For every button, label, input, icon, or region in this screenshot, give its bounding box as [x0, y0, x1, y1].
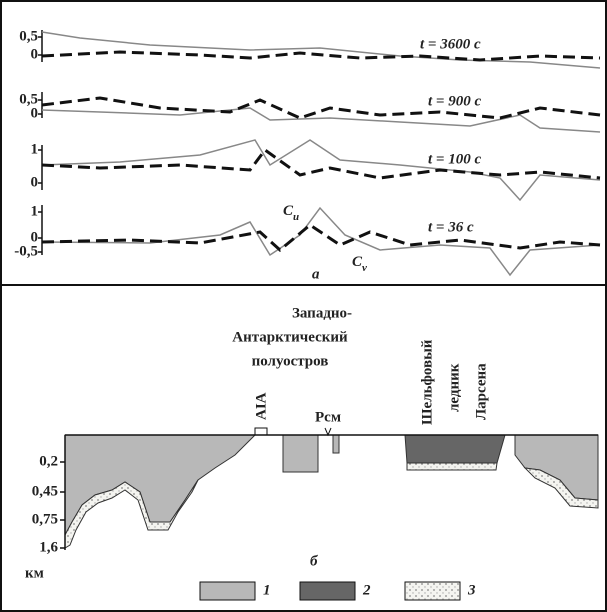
tick: 0	[31, 46, 39, 62]
depth-tick: 0,75	[32, 511, 58, 527]
legend-swatch	[300, 582, 355, 600]
tick: 0	[31, 105, 39, 121]
tick: -0,5	[14, 243, 38, 259]
time-label: t = 36 с	[428, 219, 474, 235]
region-label: Антарктический	[232, 329, 348, 345]
depth-tick: 1,6	[39, 539, 58, 555]
shelf-label: Шельфовый	[419, 339, 435, 425]
panel-letter: б	[310, 553, 318, 569]
tick: 1	[31, 141, 39, 157]
legend-label: 1	[263, 582, 271, 598]
tick: 0	[31, 174, 39, 190]
legend-label: 3	[467, 582, 476, 598]
figure: 0,5 0 t = 3600 с 0,5 0 t = 900 с 1 0 t =…	[0, 0, 607, 612]
depth-unit: км	[25, 565, 44, 581]
station-label: AIA	[253, 392, 269, 420]
depth-tick: 0,2	[39, 453, 58, 469]
tick: 1	[31, 203, 39, 219]
region-label: Западно-	[292, 305, 352, 321]
shelf-label: ледник	[446, 363, 462, 412]
shelf-label: Ларсена	[473, 363, 489, 420]
station-label: Рсм	[315, 409, 341, 425]
legend: 1 2 3	[200, 582, 476, 600]
tick: 0,5	[19, 28, 38, 44]
time-label: t = 3600 с	[420, 36, 481, 52]
time-label: t = 900 с	[428, 93, 481, 109]
region-label: полуостров	[252, 353, 329, 369]
depth-tick: 0,45	[32, 483, 58, 499]
legend-swatch	[405, 582, 460, 600]
time-label: t = 100 с	[428, 151, 481, 167]
legend-swatch	[200, 582, 255, 600]
panel-letter: а	[312, 266, 320, 282]
legend-label: 2	[362, 582, 371, 598]
